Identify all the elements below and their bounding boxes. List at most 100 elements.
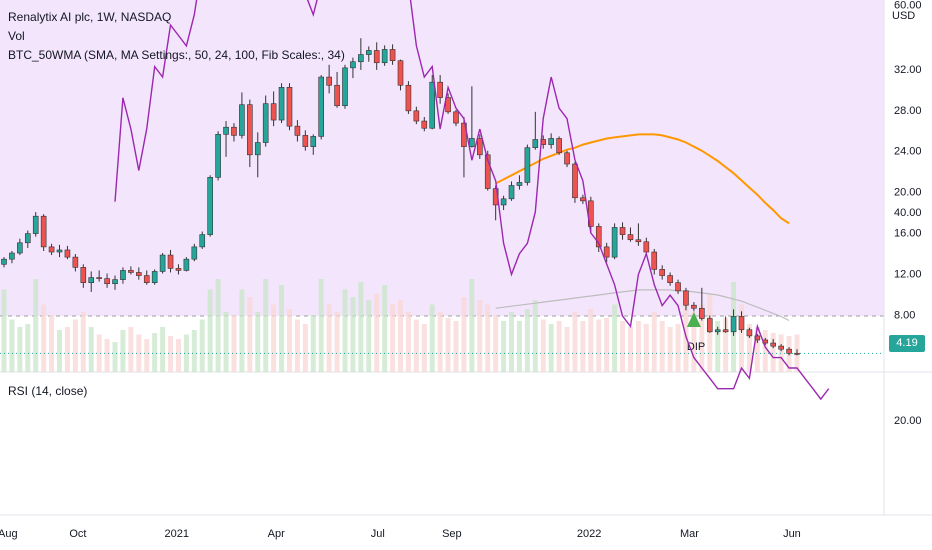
candle: [286, 83, 293, 131]
candle: [675, 279, 681, 294]
candle-body: [80, 267, 87, 283]
candle-body: [611, 227, 618, 258]
volume-bar: [485, 304, 491, 372]
time-axis-label: Oct: [69, 528, 86, 540]
volume-bar: [643, 324, 649, 372]
candle: [508, 181, 515, 201]
candle-body: [64, 249, 71, 258]
candle: [532, 111, 539, 150]
volume-bar: [271, 304, 277, 372]
volume-bar: [326, 304, 332, 372]
time-axis-label: 2021: [165, 528, 189, 540]
candle-body: [151, 271, 158, 283]
volume-bar: [152, 333, 158, 372]
candle-body: [786, 348, 792, 354]
candle-body: [429, 81, 436, 129]
volume-bar: [524, 309, 530, 372]
volume-bar: [421, 324, 427, 372]
rsi-tick-label: 60.00: [894, 0, 922, 11]
candle: [40, 214, 47, 251]
candle: [683, 287, 689, 311]
volume-bar: [627, 327, 633, 372]
candle: [128, 266, 134, 275]
candle: [223, 121, 229, 157]
candle-body: [603, 246, 610, 258]
volume-bar: [120, 330, 126, 372]
candle-body: [572, 163, 578, 199]
volume-bar: [540, 319, 546, 372]
time-axis-label: 2022: [577, 528, 601, 540]
candle: [294, 120, 301, 142]
candle: [239, 92, 245, 139]
volume-bar: [469, 279, 475, 372]
candle: [794, 349, 800, 356]
candle-body: [651, 251, 658, 270]
candle: [500, 195, 507, 211]
volume-bar: [675, 324, 681, 372]
volume-bar: [72, 319, 78, 372]
candle: [699, 287, 705, 321]
volume-bar: [247, 297, 253, 372]
candle-body: [88, 277, 95, 283]
volume-bar: [754, 327, 760, 372]
volume-bar: [64, 327, 70, 372]
volume-bar: [255, 312, 261, 372]
candle: [365, 46, 372, 62]
candle: [96, 270, 102, 282]
volume-bar: [405, 312, 411, 372]
volume-bar: [231, 315, 237, 372]
dip-marker: [686, 312, 701, 327]
candle-body: [500, 198, 507, 206]
time-axis-label: Apr: [268, 528, 285, 540]
candle: [270, 91, 277, 127]
last-price-tag: 4.19: [889, 335, 925, 352]
candle: [80, 264, 87, 288]
candle: [231, 123, 237, 142]
candle: [548, 133, 554, 149]
volume-bar: [9, 319, 15, 372]
rsi-tick-label: 40.00: [894, 207, 922, 219]
volume-bar: [429, 304, 435, 372]
volume-bar: [318, 279, 324, 372]
volume-bar: [635, 321, 641, 372]
candle: [627, 227, 634, 242]
candle: [770, 338, 777, 349]
candle-body: [564, 152, 570, 165]
candle-body: [239, 104, 245, 136]
candle: [730, 309, 737, 336]
volume-bar: [88, 327, 94, 372]
volume-bar: [778, 334, 784, 372]
volume-bar: [175, 339, 181, 372]
currency-label: USD: [892, 10, 915, 22]
candle-body: [191, 246, 198, 260]
candle-body: [294, 125, 301, 136]
candle-body: [691, 304, 697, 309]
candle: [247, 99, 253, 168]
candle-body: [1, 258, 7, 265]
candle: [64, 245, 71, 260]
volume-bar: [588, 309, 594, 372]
candle-body: [40, 215, 47, 248]
volume-bar: [112, 342, 118, 372]
candle-body: [381, 49, 388, 64]
volume-legend: Vol: [8, 29, 25, 43]
volume-bar: [715, 321, 721, 372]
candle-body: [96, 277, 102, 279]
sma-gray-line: [495, 289, 790, 322]
candle: [278, 83, 285, 124]
volume-bar: [770, 333, 776, 372]
candle: [659, 265, 665, 280]
volume-bar: [207, 289, 213, 372]
candle-body: [72, 256, 79, 268]
volume-bar: [620, 321, 626, 372]
volume-bar: [358, 282, 364, 372]
candle: [516, 175, 523, 190]
time-axis-label: Aug: [0, 528, 18, 540]
candle: [611, 223, 618, 260]
candle-body: [580, 197, 586, 202]
candle: [199, 231, 206, 249]
candle-body: [9, 252, 15, 260]
candle-body: [437, 81, 443, 98]
candle-body: [24, 233, 31, 244]
